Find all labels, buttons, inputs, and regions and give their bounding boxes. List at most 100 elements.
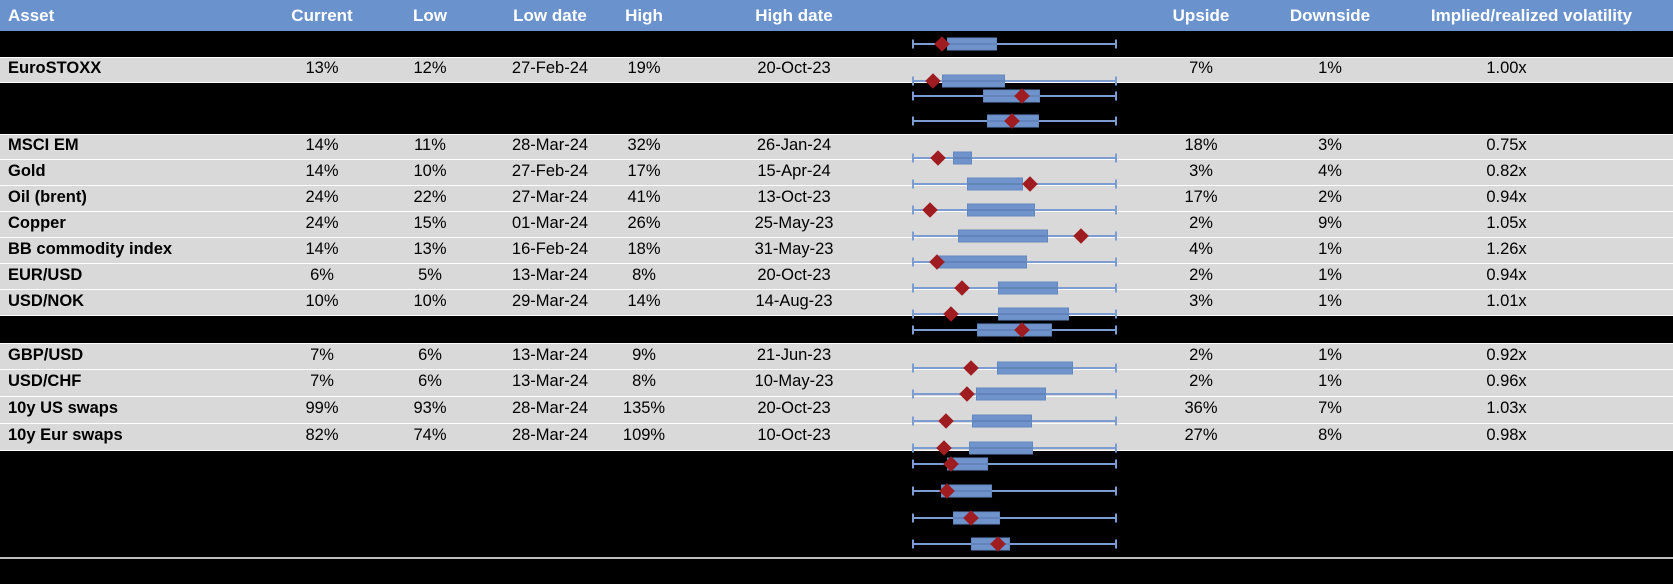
asset-name: Gold xyxy=(8,161,46,180)
whisker-cap-right xyxy=(1115,325,1117,334)
asset-name: USD/NOK xyxy=(8,291,85,310)
boxplot-track xyxy=(912,531,1117,557)
table-body: EuroSTOXX 13% 12% 27-Feb-24 19% 20-Oct-23 7% 1%… xyxy=(0,31,1673,584)
asset-name: 10y US swaps xyxy=(8,398,119,417)
column-header-high-date: High date xyxy=(755,5,833,25)
whisker-cap-right xyxy=(1115,539,1117,549)
whisker-line xyxy=(912,79,1117,82)
high-date-value: 20-Oct-23 xyxy=(757,265,831,284)
asset-name: Copper xyxy=(8,213,66,232)
asset-name: MSCI EM xyxy=(8,136,79,155)
column-header-asset: Asset xyxy=(8,5,55,25)
implied-realized-value: 1.00x xyxy=(1486,59,1527,78)
whisker-cap-left xyxy=(912,179,914,188)
implied-realized-value: 1.26x xyxy=(1486,239,1527,258)
whisker-cap-right xyxy=(1115,443,1117,453)
range-boxplot xyxy=(904,440,1132,457)
hidden-row xyxy=(0,108,1673,134)
upside-value: 18% xyxy=(1184,136,1218,155)
upside-value: 3% xyxy=(1189,161,1213,180)
range-boxplot xyxy=(904,504,1132,531)
current-value: 13% xyxy=(305,59,339,78)
current-value: 6% xyxy=(310,265,334,284)
whisker-cap-right xyxy=(1115,389,1117,399)
hidden-row xyxy=(0,559,1673,584)
whisker-line xyxy=(912,156,1117,159)
table-row: 10y US swaps 99% 93% 28-Mar-24 135% 20-Oct-23… xyxy=(0,397,1673,430)
high-date-value: 25-May-23 xyxy=(754,213,834,232)
column-header-low: Low xyxy=(413,5,447,25)
hidden-row xyxy=(0,477,1673,504)
current-value: 24% xyxy=(305,213,339,232)
upside-value: 2% xyxy=(1189,345,1213,364)
table-row: 10y Eur swaps 82% 74% 28-Mar-24 109% 10-Oct-2… xyxy=(0,424,1673,457)
range-boxplot xyxy=(904,386,1132,403)
hidden-row xyxy=(0,83,1673,108)
range-boxplot xyxy=(904,531,1132,557)
low-value: 74% xyxy=(413,425,447,444)
whisker-cap-right xyxy=(1115,459,1117,469)
current-value: 7% xyxy=(310,371,334,390)
asset-name: 10y Eur swaps xyxy=(8,425,123,444)
range-box xyxy=(966,177,1023,190)
low-value: 15% xyxy=(413,213,447,232)
low-date-value: 27-Mar-24 xyxy=(511,187,589,206)
range-box xyxy=(998,307,1070,320)
low-date-value: 28-Mar-24 xyxy=(511,398,589,417)
asset-name: Oil (brent) xyxy=(8,187,87,206)
whisker-cap-right xyxy=(1115,76,1117,86)
range-box xyxy=(938,255,1027,268)
boxplot-track xyxy=(912,440,1117,457)
high-value: 19% xyxy=(627,59,661,78)
high-date-value: 10-May-23 xyxy=(754,371,834,390)
whisker-cap-left xyxy=(912,459,914,469)
upside-value: 7% xyxy=(1189,59,1213,78)
whisker-cap-left xyxy=(912,39,914,49)
range-box xyxy=(997,361,1073,374)
downside-value: 3% xyxy=(1318,136,1342,155)
high-value: 32% xyxy=(627,136,661,155)
upside-value: 27% xyxy=(1184,425,1218,444)
whisker-cap-left xyxy=(912,416,914,426)
table-row: USD/NOK 10% 10% 29-Mar-24 14% 14-Aug-23 3% 1% 1.… xyxy=(0,290,1673,322)
high-value: 26% xyxy=(627,213,661,232)
high-value: 41% xyxy=(627,187,661,206)
low-date-value: 01-Mar-24 xyxy=(511,213,589,232)
whisker-cap-left xyxy=(912,325,914,334)
boxplot-track xyxy=(912,504,1117,531)
boxplot-track xyxy=(912,149,1117,166)
whisker-cap-left xyxy=(912,363,914,372)
high-date-value: 21-Jun-23 xyxy=(756,345,832,364)
hidden-row xyxy=(0,451,1673,477)
low-value: 10% xyxy=(413,291,447,310)
boxplot-track xyxy=(912,83,1117,108)
upside-value: 36% xyxy=(1184,398,1218,417)
boxplot-track xyxy=(912,305,1117,322)
downside-value: 1% xyxy=(1318,239,1342,258)
whisker-cap-left xyxy=(912,205,914,214)
low-value: 93% xyxy=(413,398,447,417)
whisker-cap-right xyxy=(1115,153,1117,163)
downside-value: 1% xyxy=(1318,291,1342,310)
downside-value: 1% xyxy=(1318,371,1342,390)
asset-name: EuroSTOXX xyxy=(8,59,102,78)
hidden-row xyxy=(0,504,1673,531)
whisker-cap-left xyxy=(912,91,914,100)
high-value: 135% xyxy=(622,398,666,417)
range-box xyxy=(953,151,973,165)
boxplot-track xyxy=(912,72,1117,89)
column-header-upside: Upside xyxy=(1172,5,1230,25)
whisker-line xyxy=(912,516,1117,519)
whisker-cap-left xyxy=(912,153,914,163)
whisker-cap-right xyxy=(1115,416,1117,426)
boxplot-track xyxy=(912,279,1117,296)
implied-realized-value: 0.94x xyxy=(1486,187,1527,206)
range-box xyxy=(946,37,998,51)
implied-realized-value: 0.82x xyxy=(1486,161,1527,180)
current-value: 99% xyxy=(305,398,339,417)
boxplot-track xyxy=(912,359,1117,376)
whisker-cap-right xyxy=(1115,205,1117,214)
low-value: 11% xyxy=(414,136,446,155)
high-date-value: 20-Oct-23 xyxy=(757,398,831,417)
range-boxplot xyxy=(904,227,1132,244)
